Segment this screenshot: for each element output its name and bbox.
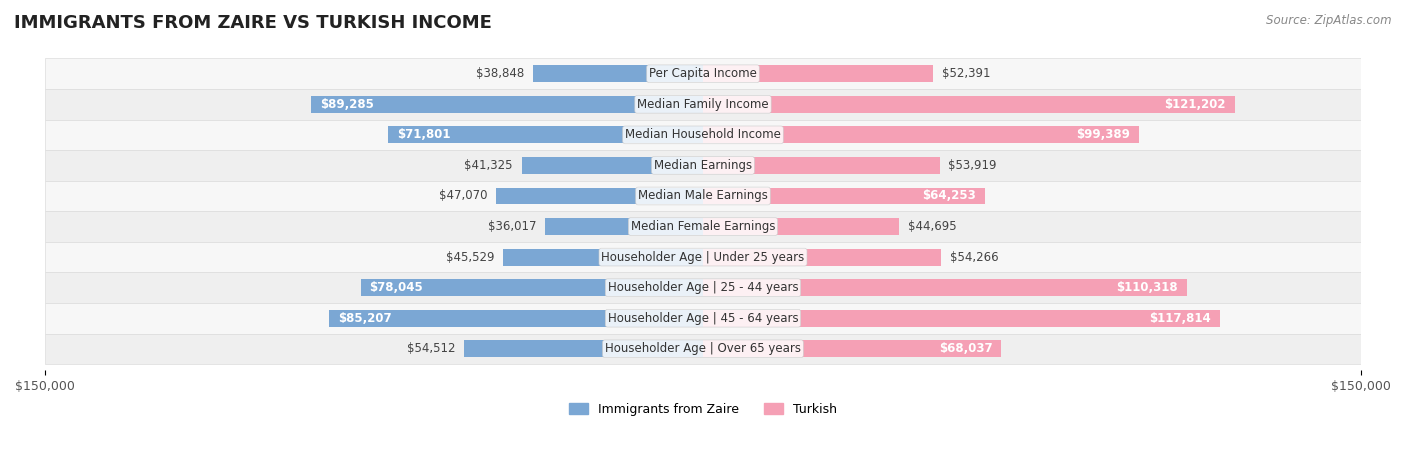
Text: $52,391: $52,391: [942, 67, 990, 80]
Text: $99,389: $99,389: [1077, 128, 1130, 142]
Bar: [45, 58, 1361, 89]
Text: $54,266: $54,266: [950, 251, 998, 263]
Bar: [45, 272, 1361, 303]
Text: Per Capita Income: Per Capita Income: [650, 67, 756, 80]
Bar: [311, 96, 703, 113]
Bar: [703, 279, 1187, 296]
Bar: [703, 249, 941, 266]
Bar: [45, 181, 1361, 211]
Text: $68,037: $68,037: [939, 342, 993, 355]
Text: $64,253: $64,253: [922, 190, 976, 203]
Text: $47,070: $47,070: [439, 190, 488, 203]
Bar: [703, 340, 1001, 357]
Bar: [703, 127, 1139, 143]
Bar: [522, 157, 703, 174]
Text: $38,848: $38,848: [475, 67, 524, 80]
Text: $53,919: $53,919: [948, 159, 997, 172]
Bar: [360, 279, 703, 296]
Text: Median Female Earnings: Median Female Earnings: [631, 220, 775, 233]
Text: $41,325: $41,325: [464, 159, 513, 172]
Text: $54,512: $54,512: [406, 342, 456, 355]
Bar: [45, 89, 1361, 120]
Bar: [45, 120, 1361, 150]
Bar: [45, 303, 1361, 333]
Text: Householder Age | 25 - 44 years: Householder Age | 25 - 44 years: [607, 281, 799, 294]
Bar: [464, 340, 703, 357]
Bar: [45, 242, 1361, 272]
Text: IMMIGRANTS FROM ZAIRE VS TURKISH INCOME: IMMIGRANTS FROM ZAIRE VS TURKISH INCOME: [14, 14, 492, 32]
Text: Median Earnings: Median Earnings: [654, 159, 752, 172]
Bar: [703, 96, 1234, 113]
Text: $121,202: $121,202: [1164, 98, 1226, 111]
Text: Median Household Income: Median Household Income: [626, 128, 780, 142]
Bar: [703, 188, 984, 205]
Bar: [45, 333, 1361, 364]
Bar: [703, 65, 932, 82]
Legend: Immigrants from Zaire, Turkish: Immigrants from Zaire, Turkish: [564, 398, 842, 421]
Text: Householder Age | Over 65 years: Householder Age | Over 65 years: [605, 342, 801, 355]
Text: $78,045: $78,045: [370, 281, 423, 294]
Text: Householder Age | 45 - 64 years: Householder Age | 45 - 64 years: [607, 312, 799, 325]
Bar: [503, 249, 703, 266]
Bar: [703, 218, 898, 235]
Text: Householder Age | Under 25 years: Householder Age | Under 25 years: [602, 251, 804, 263]
Bar: [329, 310, 703, 326]
Bar: [533, 65, 703, 82]
Text: $44,695: $44,695: [908, 220, 956, 233]
Text: $117,814: $117,814: [1149, 312, 1211, 325]
Text: $45,529: $45,529: [446, 251, 495, 263]
Bar: [703, 157, 939, 174]
Bar: [388, 127, 703, 143]
Text: $71,801: $71,801: [396, 128, 450, 142]
Bar: [45, 150, 1361, 181]
Text: $89,285: $89,285: [321, 98, 374, 111]
Text: Source: ZipAtlas.com: Source: ZipAtlas.com: [1267, 14, 1392, 27]
Bar: [546, 218, 703, 235]
Text: Median Male Earnings: Median Male Earnings: [638, 190, 768, 203]
Text: Median Family Income: Median Family Income: [637, 98, 769, 111]
Bar: [45, 211, 1361, 242]
Text: $85,207: $85,207: [337, 312, 392, 325]
Text: $110,318: $110,318: [1116, 281, 1178, 294]
Bar: [496, 188, 703, 205]
Text: $36,017: $36,017: [488, 220, 536, 233]
Bar: [703, 310, 1220, 326]
